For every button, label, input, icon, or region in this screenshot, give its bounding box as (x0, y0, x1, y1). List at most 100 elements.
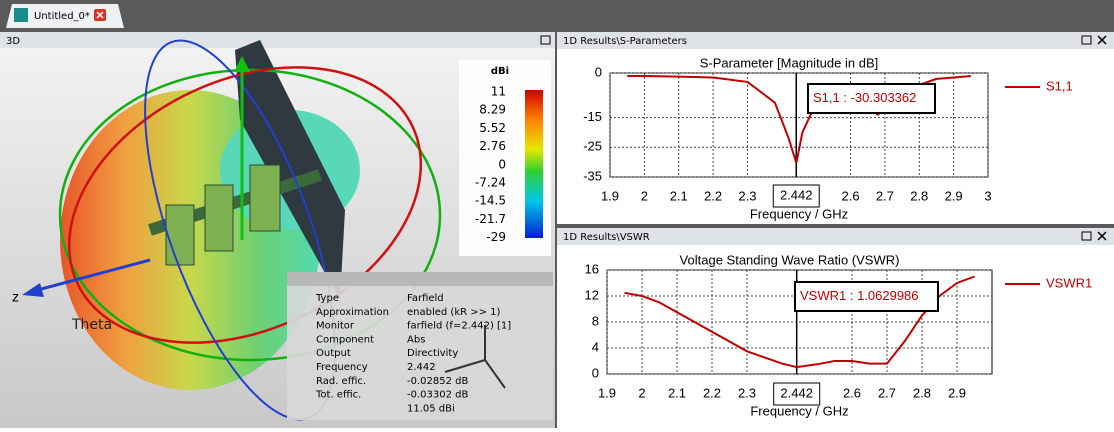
arrow-head (22, 283, 44, 297)
director (249, 164, 281, 232)
panel-s-params (557, 32, 1114, 224)
info-value: Directivity (407, 348, 458, 359)
maximize-button[interactable] (1081, 231, 1092, 241)
x-tick-label: 2.9 (948, 385, 966, 400)
green-circle (58, 68, 442, 362)
info-key: Monitor (316, 321, 355, 332)
chart-title: S-Parameter [Magnitude in dB] (700, 55, 878, 70)
axis-label: z (12, 291, 19, 306)
x-tick-label: 2 (641, 188, 648, 203)
x-tick-label: 2.9 (945, 188, 963, 203)
close-icon (96, 11, 104, 19)
x-tick-label: 2.6 (843, 385, 861, 400)
y-tick-label: -15 (583, 109, 602, 124)
info-value: -0.02852 dB (407, 376, 468, 387)
chart-title: Voltage Standing Wave Ratio (VSWR) (680, 252, 900, 267)
info-key: Approximation (316, 307, 389, 318)
y-tick-label: 4 (592, 339, 599, 354)
director (165, 204, 195, 266)
tab-icon (14, 8, 28, 22)
x-tick-label: 2 (638, 385, 645, 400)
x-tick-label: 2.6 (842, 188, 860, 203)
colorbar-label: -7.24 (475, 176, 506, 190)
arrow-head (234, 56, 250, 72)
info-value: 2.442 (407, 362, 436, 373)
x-tick-label: 2.1 (668, 385, 686, 400)
annotation: S1,1 : -30.303362 (813, 90, 916, 105)
colorbar-label: -21.7 (475, 212, 506, 226)
info-value: -0.03302 dB (407, 390, 468, 401)
colorbar-label: 0 (498, 157, 506, 171)
panel-header (557, 32, 1114, 49)
panel-header (0, 32, 555, 48)
x-tick-label: 2.8 (910, 188, 928, 203)
y-tick-label: 8 (592, 313, 599, 328)
info-key: Rad. effic. (316, 376, 366, 387)
charts: 1D Results\S-Parameters S-Parameter [Magn… (557, 32, 1114, 418)
x-tick-label: 1.9 (598, 385, 616, 400)
tab-title[interactable]: Untitled_0* (34, 11, 90, 22)
colorbar-label: -14.5 (475, 194, 506, 208)
info-value: farfield (f=2.442) [1] (407, 321, 511, 332)
colorbar-label: 11 (491, 85, 506, 99)
x-tick-label: 1.9 (601, 188, 619, 203)
info-key: Tot. effic. (315, 390, 361, 401)
colorbar-label: 2.76 (479, 139, 506, 153)
x-tick-label: 2.7 (878, 385, 896, 400)
close-button[interactable] (1097, 35, 1107, 45)
colorbar-unit: dBi (491, 66, 509, 77)
panel-vswr (557, 228, 1114, 428)
y-tick-label: 0 (595, 64, 602, 79)
panel-header (557, 228, 1114, 245)
y-tick-label: 0 (592, 365, 599, 380)
y-tick-label: 12 (585, 287, 599, 302)
marker-label: 2.442 (780, 385, 813, 400)
info-key: Type (315, 293, 339, 304)
x-tick-label: 3 (984, 188, 991, 203)
x-axis-label: Frequency / GHz (750, 403, 848, 418)
x-tick-label: 2.2 (703, 385, 721, 400)
panel-title: 1D Results\S-Parameters (563, 36, 687, 47)
panel-title: 3D (6, 36, 20, 47)
x-tick-label: 2.1 (670, 188, 688, 203)
info-rows: Type Farfield Approximation enabled (kR >> … (315, 293, 511, 414)
info-box (287, 272, 553, 420)
x-tick-label: 2.8 (913, 385, 931, 400)
colorbar (525, 90, 543, 238)
legend-label: S1,1 (1046, 78, 1073, 93)
annotation: VSWR1 : 1.0629986 (800, 288, 919, 303)
colorbar-labels: 11 8.29 5.52 2.76 0 -7.24 -14.5 -21.7 -29 (475, 85, 506, 245)
y-tick-label: 16 (585, 261, 599, 276)
colorbar-label: 8.29 (479, 103, 506, 117)
legend-label: VSWR1 (1046, 275, 1092, 290)
x-axis-label: Frequency / GHz (750, 206, 848, 221)
director (204, 184, 234, 252)
maximize-button[interactable] (540, 35, 551, 45)
info-header (287, 272, 553, 286)
marker-box (773, 382, 821, 406)
x-tick-label: 2.2 (704, 188, 722, 203)
annotation-box (794, 281, 939, 312)
info-key: Frequency (316, 362, 368, 373)
colorbar-label: -29 (486, 230, 506, 244)
info-key: Component (316, 334, 374, 345)
ground-plate (235, 40, 345, 300)
x-tick-label: 2.3 (738, 188, 756, 203)
info-value: Farfield (407, 293, 444, 304)
close-button[interactable] (1097, 231, 1107, 241)
maximize-button[interactable] (1081, 35, 1092, 45)
info-key: Output (316, 348, 351, 359)
marker-label: 2.442 (780, 187, 813, 202)
y-tick-label: -35 (583, 168, 602, 183)
z-arrow (29, 258, 151, 294)
series-line (624, 275, 975, 369)
y-tick-label: -25 (583, 139, 602, 154)
annotation-box (807, 83, 936, 114)
marker-box (772, 184, 820, 208)
info-value: Abs (407, 334, 425, 345)
axis-label: Theta (71, 317, 112, 333)
x-tick-label: 2.7 (876, 188, 894, 203)
x-tick-label: 2.3 (738, 385, 756, 400)
